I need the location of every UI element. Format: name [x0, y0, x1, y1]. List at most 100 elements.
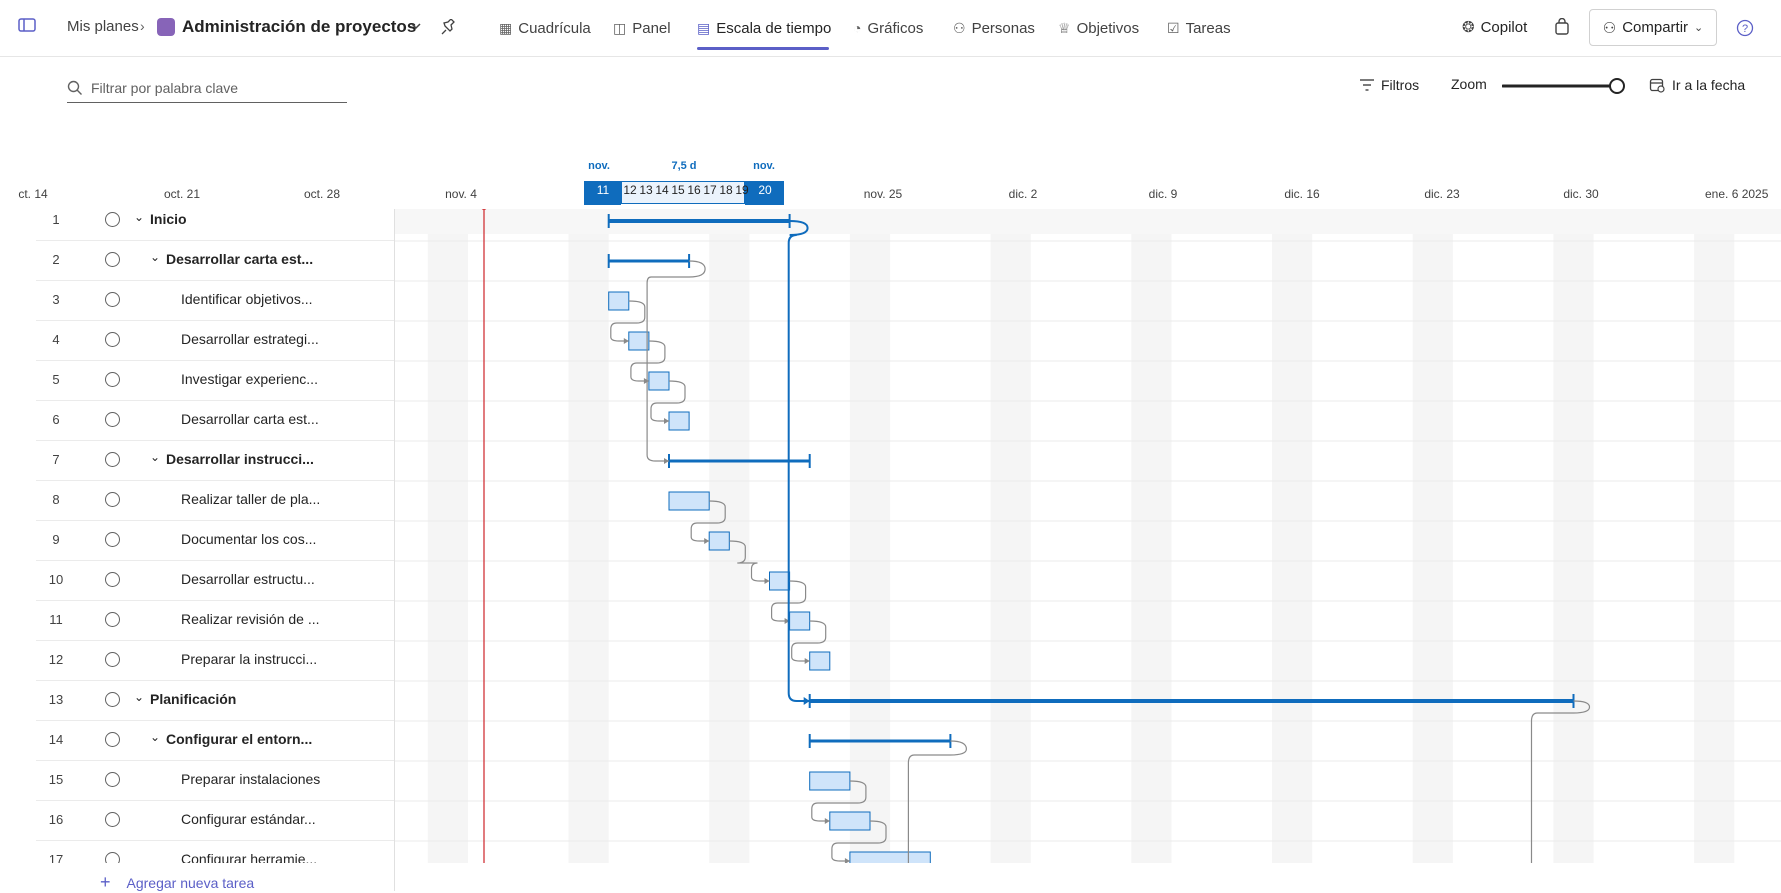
task-row[interactable]: 11 Realizar revisión de ...: [36, 601, 395, 641]
task-row[interactable]: 9 Documentar los cos...: [36, 521, 395, 561]
task-row[interactable]: 12 Preparar la instrucci...: [36, 641, 395, 681]
share-button[interactable]: ⚇ Compartir ⌄: [1589, 9, 1717, 46]
task-title[interactable]: Preparar la instrucci...: [181, 651, 318, 667]
date-tick: dic. 9: [1148, 187, 1178, 201]
dependency-line: [729, 540, 770, 582]
task-row[interactable]: 3 Identificar objetivos...: [36, 281, 395, 321]
tab-objetivos[interactable]: ♕ Objetivos: [1058, 19, 1140, 37]
task-title[interactable]: Investigar experienc...: [181, 371, 318, 387]
summary-bar[interactable]: [608, 259, 690, 263]
breadcrumb-root[interactable]: Mis planes: [67, 18, 139, 35]
collapse-chevron-icon[interactable]: ⌄: [150, 730, 161, 744]
summary-bar[interactable]: [608, 219, 790, 223]
complete-task-checkbox[interactable]: [105, 372, 120, 387]
add-task-button[interactable]: + Agregar nueva tarea: [100, 872, 255, 892]
task-row[interactable]: 7 ⌄ Desarrollar instrucci...: [36, 441, 395, 481]
tab-timeline[interactable]: ▤ Escala de tiempo: [697, 19, 832, 37]
task-title[interactable]: Desarrollar estructu...: [181, 571, 315, 587]
complete-task-checkbox[interactable]: [105, 452, 120, 467]
complete-task-checkbox[interactable]: [105, 652, 120, 667]
complete-task-checkbox[interactable]: [105, 692, 120, 707]
task-bar[interactable]: [809, 771, 851, 791]
task-number: 4: [52, 332, 60, 347]
complete-task-checkbox[interactable]: [105, 732, 120, 747]
complete-task-checkbox[interactable]: [105, 532, 120, 547]
zoom-thumb[interactable]: [1609, 78, 1625, 94]
task-title[interactable]: Configurar el entorn...: [166, 731, 313, 747]
task-title[interactable]: Identificar objetivos...: [181, 291, 313, 307]
summary-bar[interactable]: [809, 699, 1574, 703]
complete-task-checkbox[interactable]: [105, 332, 120, 347]
toggle-sidebar-button[interactable]: [18, 17, 36, 33]
complete-task-checkbox[interactable]: [105, 212, 120, 227]
complete-task-checkbox[interactable]: [105, 612, 120, 627]
task-bar[interactable]: [668, 491, 710, 511]
tab-graficos[interactable]: ◔ Gráficos: [853, 19, 924, 37]
collapse-chevron-icon[interactable]: ⌄: [134, 210, 145, 224]
go-to-date-button[interactable]: Ir a la fecha: [1649, 77, 1745, 93]
task-title[interactable]: Desarrollar carta est...: [181, 411, 319, 427]
help-button[interactable]: ?: [1736, 19, 1754, 37]
task-bar[interactable]: [608, 291, 630, 311]
zoom-slider[interactable]: [1502, 77, 1628, 95]
complete-task-checkbox[interactable]: [105, 252, 120, 267]
pin-icon[interactable]: [441, 19, 457, 35]
task-row[interactable]: 16 Configurar estándar...: [36, 801, 395, 841]
collapse-chevron-icon[interactable]: ⌄: [150, 250, 161, 264]
plan-title[interactable]: Administración de proyectos: [182, 17, 417, 36]
task-bar[interactable]: [708, 531, 730, 551]
task-title[interactable]: Desarrollar instrucci...: [166, 451, 314, 467]
task-bar[interactable]: [648, 371, 670, 391]
task-row[interactable]: 10 Desarrollar estructu...: [36, 561, 395, 601]
task-bar[interactable]: [849, 851, 931, 863]
task-bar[interactable]: [668, 411, 690, 431]
task-bar[interactable]: [829, 811, 871, 831]
store-button[interactable]: [1554, 18, 1570, 36]
complete-task-checkbox[interactable]: [105, 492, 120, 507]
task-row[interactable]: 8 Realizar taller de pla...: [36, 481, 395, 521]
task-title[interactable]: Desarrollar estrategi...: [181, 331, 319, 347]
tab-panel[interactable]: ◫ Panel: [613, 19, 671, 37]
task-row[interactable]: 17 Configurar herramie...: [36, 841, 395, 863]
task-row[interactable]: 6 Desarrollar carta est...: [36, 401, 395, 441]
tab-tareas[interactable]: ☑ Tareas: [1167, 19, 1231, 37]
plan-menu-chevron-icon[interactable]: [410, 20, 422, 32]
task-row[interactable]: 14 ⌄ Configurar el entorn...: [36, 721, 395, 761]
tab-cuadricula[interactable]: ▦ Cuadrícula: [499, 19, 591, 37]
dependency-line: [650, 380, 686, 422]
task-row[interactable]: 2 ⌄ Desarrollar carta est...: [36, 241, 395, 281]
task-bar[interactable]: [789, 611, 811, 631]
complete-task-checkbox[interactable]: [105, 772, 120, 787]
task-title[interactable]: Realizar revisión de ...: [181, 611, 320, 627]
task-bar[interactable]: [769, 571, 791, 591]
summary-bar[interactable]: [669, 459, 810, 463]
task-title[interactable]: Realizar taller de pla...: [181, 491, 321, 507]
task-title[interactable]: Desarrollar carta est...: [166, 251, 314, 267]
summary-bar[interactable]: [809, 739, 951, 743]
task-title[interactable]: Documentar los cos...: [181, 531, 317, 547]
task-row[interactable]: 13 ⌄ Planificación: [36, 681, 395, 721]
task-title[interactable]: Inicio: [150, 211, 187, 227]
copilot-button[interactable]: ❂ Copilot: [1462, 18, 1528, 37]
task-bar[interactable]: [809, 651, 831, 671]
task-row[interactable]: 5 Investigar experienc...: [36, 361, 395, 401]
complete-task-checkbox[interactable]: [105, 292, 120, 307]
complete-task-checkbox[interactable]: [105, 852, 120, 863]
task-title[interactable]: Configurar herramie...: [181, 851, 318, 863]
dependency-line: [646, 260, 706, 462]
collapse-chevron-icon[interactable]: ⌄: [150, 450, 161, 464]
task-title[interactable]: Preparar instalaciones: [181, 771, 321, 787]
tab-personas[interactable]: ⚇ Personas: [953, 19, 1035, 37]
task-bar[interactable]: [628, 331, 650, 351]
task-row[interactable]: 15 Preparar instalaciones: [36, 761, 395, 801]
complete-task-checkbox[interactable]: [105, 812, 120, 827]
search-input[interactable]: Filtrar por palabra clave: [67, 74, 347, 103]
filters-button[interactable]: Filtros: [1359, 77, 1419, 93]
collapse-chevron-icon[interactable]: ⌄: [134, 690, 145, 704]
complete-task-checkbox[interactable]: [105, 572, 120, 587]
complete-task-checkbox[interactable]: [105, 412, 120, 427]
task-row[interactable]: 1 ⌄ Inicio: [36, 209, 395, 241]
task-title[interactable]: Configurar estándar...: [181, 811, 316, 827]
task-title[interactable]: Planificación: [150, 691, 237, 707]
task-row[interactable]: 4 Desarrollar estrategi...: [36, 321, 395, 361]
